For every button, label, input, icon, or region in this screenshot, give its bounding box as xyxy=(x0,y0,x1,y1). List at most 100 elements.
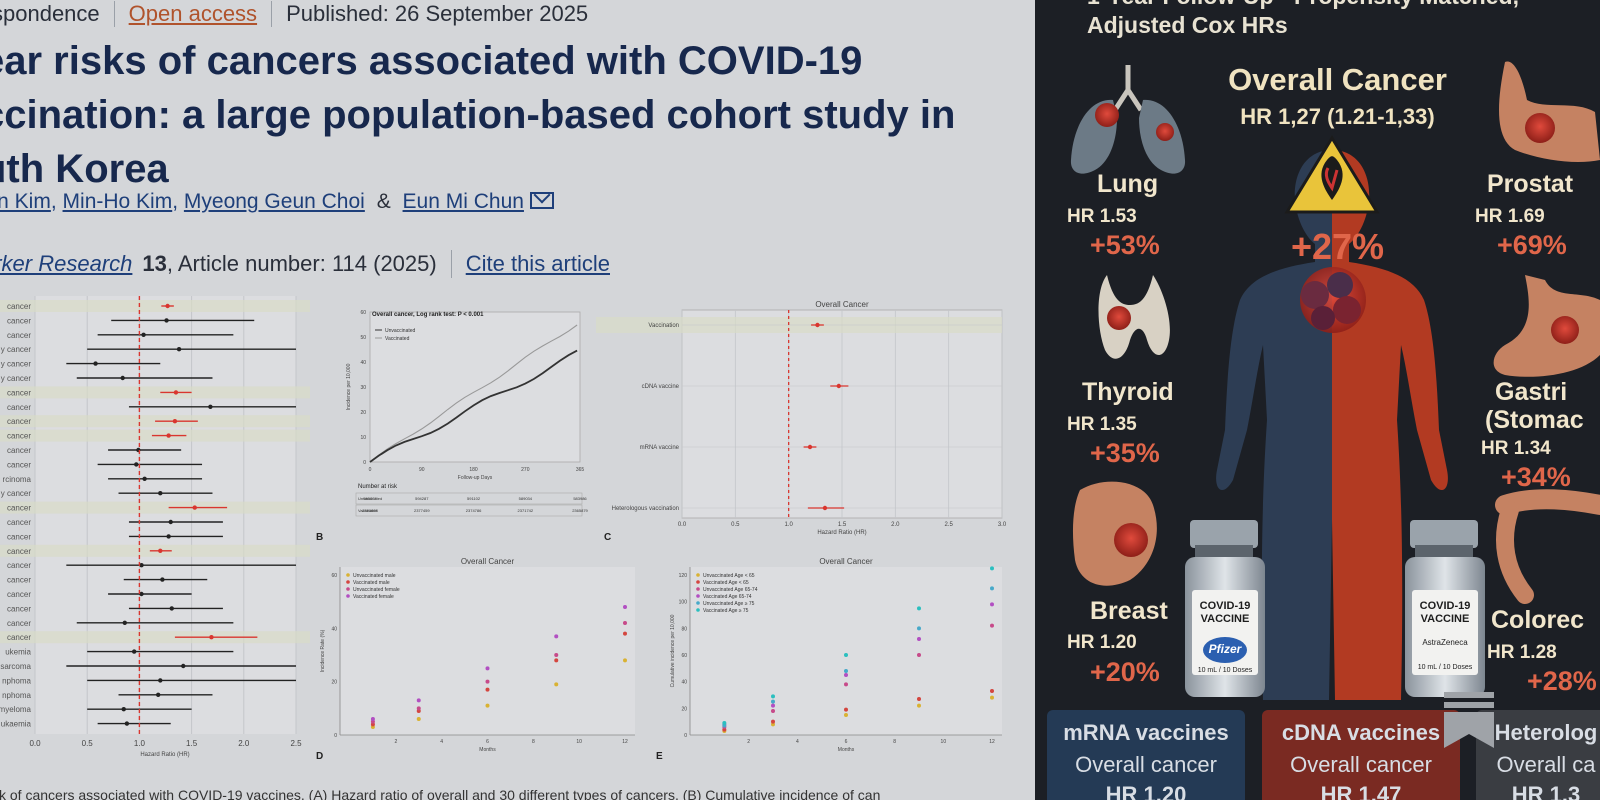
scatter-x-tick: 8 xyxy=(532,739,535,745)
title-line: ear risks of cancers associated with COV… xyxy=(0,39,863,83)
divider xyxy=(450,250,452,278)
km-x-tick: 365 xyxy=(576,467,585,473)
forest-row-label: ukemia xyxy=(5,648,31,657)
forest-point xyxy=(131,649,137,654)
article-pane: spondence Open access Published: 26 Sept… xyxy=(0,0,1035,800)
colorectal-pct: +28% xyxy=(1527,666,1597,696)
author-link[interactable]: Myeong Geun Choi xyxy=(183,190,365,213)
cdna-card: cDNA vaccines Overall cancer HR 1.47 xyxy=(1262,710,1460,800)
forest-point xyxy=(158,491,163,496)
scatter-point xyxy=(917,697,921,701)
scatter-point xyxy=(771,709,775,713)
scatter-point xyxy=(623,631,627,636)
article-number: , Article number: 114 (2025) xyxy=(166,251,437,276)
cite-article-link[interactable]: Cite this article xyxy=(465,251,610,276)
card-title: mRNA vaccines xyxy=(1063,720,1229,745)
colorectal-label: Colorec xyxy=(1491,606,1585,634)
km-risk-cell: 2374786 xyxy=(466,508,482,513)
km-risk-row xyxy=(355,504,583,517)
mrna-card: mRNA vaccines Overall cancer HR 1.20 xyxy=(1047,710,1245,800)
thyroid-pct: +35% xyxy=(1090,438,1160,468)
forest-row-label: myeloma xyxy=(0,705,32,714)
forest-row-label: cancer xyxy=(7,576,31,585)
forest-plot-area xyxy=(35,296,296,734)
author-link[interactable]: Eun Mi Chun xyxy=(402,190,524,213)
forest-point xyxy=(169,606,174,611)
scatter-title: Overall Cancer xyxy=(819,557,873,566)
card-hr: HR 1.47 xyxy=(1320,782,1402,800)
scatter-point xyxy=(990,586,994,591)
forest-c-tick: 0.0 xyxy=(678,522,687,528)
forest-point xyxy=(120,375,125,381)
scatter-x-tick: 6 xyxy=(486,739,489,745)
warning-triangle-icon xyxy=(1284,135,1380,214)
forest-point xyxy=(93,361,98,366)
prostate-label: Prostat xyxy=(1487,170,1574,198)
forest-tick-label: 1.0 xyxy=(134,739,146,748)
forest-row-label: cancer xyxy=(7,604,31,613)
mail-icon[interactable] xyxy=(529,192,554,209)
thyroid-hr: HR 1.35 xyxy=(1067,414,1137,435)
km-y-tick: 30 xyxy=(360,385,366,391)
scatter-legend-label: Vaccinated Age < 65 xyxy=(703,580,749,586)
forest-point xyxy=(121,707,126,712)
journal-link[interactable]: arker Research xyxy=(0,251,133,276)
pfizer-vial-icon xyxy=(1185,520,1265,697)
vial-text: VACCINE xyxy=(1420,613,1470,625)
vial-text: COVID-19 xyxy=(1419,600,1471,612)
forest-point xyxy=(172,419,178,424)
km-risk-cell: 2377459 xyxy=(414,508,430,513)
figure-caption: sk of cancers associated with COVID-19 v… xyxy=(0,787,881,800)
scatter-title: Overall Cancer xyxy=(461,557,515,566)
scatter-point xyxy=(771,694,775,699)
vial-dose: 10 mL / 10 Doses xyxy=(1417,664,1473,671)
article-type: spondence xyxy=(0,1,100,26)
forest-row-label: cancer xyxy=(7,619,31,628)
km-plot-area xyxy=(369,311,581,463)
scatter-point xyxy=(917,626,921,631)
forest-tick-label: 0.5 xyxy=(82,739,94,748)
km-risk-cell: 594287 xyxy=(415,496,429,501)
forest-c-label: cDNA vaccine xyxy=(642,384,680,390)
scatter-y-label: Incidence Rate (%) xyxy=(320,629,326,672)
km-y-label: Incidence per 10,000 xyxy=(346,363,352,410)
figure-panels: 0.0 0.5 1.0 1.5 2.0 2.5 Hazard Ratio (HR) cance… xyxy=(0,296,1007,762)
forest-row-label: sarcoma xyxy=(0,662,31,671)
scatter-legend-marker xyxy=(696,608,700,612)
forest-c-label: Vaccination xyxy=(648,323,679,329)
scatter-point xyxy=(554,634,559,639)
vial-brand: Pfizer xyxy=(1208,642,1242,656)
lung-label: Lung xyxy=(1097,170,1159,198)
scatter-legend-marker xyxy=(696,573,700,577)
scatter-y-tick: 100 xyxy=(679,600,688,606)
scatter-legend-label: Unvaccinated female xyxy=(353,587,400,593)
km-risk-cell: 595007 xyxy=(363,496,377,501)
scatter-y-tick: 40 xyxy=(681,680,687,686)
scatter-point xyxy=(844,673,848,677)
bookmark-icon[interactable] xyxy=(1442,690,1496,750)
forest-row-highlight xyxy=(0,300,310,312)
panel-label: C xyxy=(604,532,611,543)
open-access-link[interactable]: Open access xyxy=(128,1,258,26)
card-subtitle: Overall ca xyxy=(1496,752,1596,777)
author-link[interactable]: Min-Ho Kim xyxy=(62,190,173,213)
km-risk-row xyxy=(355,492,583,505)
scatter-point xyxy=(990,695,994,700)
forest-point xyxy=(158,678,163,683)
heterologous-card: Heterolog Overall ca HR 1.3 xyxy=(1476,710,1600,800)
km-risk-cell: Vaccinated xyxy=(358,508,378,513)
scatter-y-tick: 40 xyxy=(331,626,337,632)
km-risk-title: Number at risk xyxy=(358,484,398,490)
scatter-y-label: Cumulative incidence per 10,000 xyxy=(670,614,676,687)
forest-c-label: Heterologous vaccination xyxy=(612,506,679,512)
forest-c-tick: 1.0 xyxy=(784,522,793,528)
author-link[interactable]: Jin Kim xyxy=(0,190,51,213)
scatter-x-tick: 12 xyxy=(622,739,628,745)
card-title: cDNA vaccines xyxy=(1281,720,1441,745)
lung-hr: HR 1.53 xyxy=(1067,206,1137,227)
scatter-x-label: Months xyxy=(838,747,855,753)
gastric-label-sub: (Stomac xyxy=(1485,406,1584,434)
ampersand: & xyxy=(376,190,391,213)
scatter-y-tick: 0 xyxy=(334,733,337,739)
journal-row: arker Research 13 , Article number: 114 … xyxy=(0,250,610,278)
